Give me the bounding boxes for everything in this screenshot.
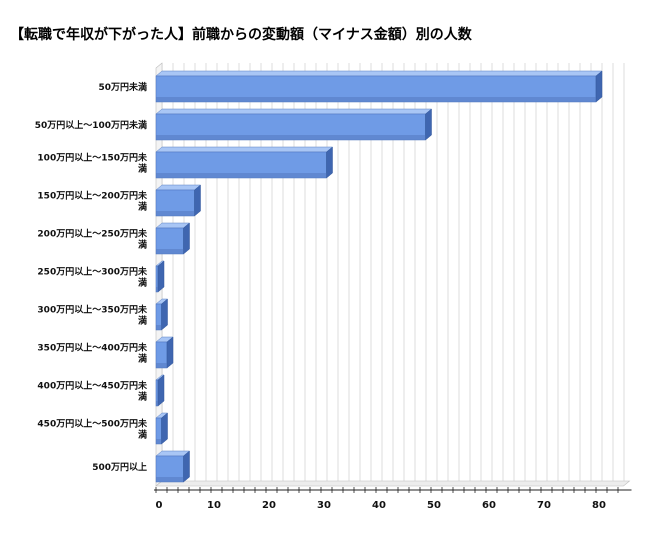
x-tick-label: 40 <box>372 500 386 511</box>
category-labels: 50万円未満 50万円以上～100万円未満 100万円以上～150万円未満 150万円… <box>35 81 148 473</box>
bar <box>155 222 191 255</box>
bar-shade <box>156 97 596 102</box>
category-label: 400万円以上～450万円未満 <box>37 380 148 403</box>
bar-side <box>157 260 165 293</box>
bars <box>155 70 603 483</box>
x-axis: 0 10 20 30 40 50 60 70 80 <box>154 487 632 511</box>
bar-side <box>166 336 174 369</box>
bar-shade <box>156 477 184 482</box>
category-label: 50万円以上～100万円未満 <box>35 119 147 131</box>
bar-shade <box>156 249 184 254</box>
category-label: 500万円以上 <box>92 461 147 473</box>
bar-shade <box>156 401 158 406</box>
bar-side <box>595 70 603 103</box>
bar-top <box>155 146 334 153</box>
bar-side <box>183 222 190 255</box>
x-tick-label: 10 <box>207 500 221 511</box>
bar-shade <box>156 325 162 330</box>
bar <box>155 450 191 483</box>
bar <box>155 298 169 331</box>
bar <box>155 108 433 141</box>
category-label: 350万円以上～400万円未満 <box>37 342 148 365</box>
category-label: 200万円以上～250万円未満 <box>37 228 148 251</box>
bar-shade <box>156 439 162 444</box>
bar-shade <box>156 287 158 292</box>
category-label: 100万円以上～150万円未満 <box>37 152 148 175</box>
x-tick-label: 80 <box>592 500 606 511</box>
bar-side <box>194 184 201 217</box>
category-label: 450万円以上～500万円未満 <box>37 418 148 441</box>
bar-top <box>155 108 433 115</box>
bar-side <box>157 374 165 407</box>
bar <box>155 336 174 369</box>
bar-top <box>155 70 603 77</box>
bar <box>155 374 165 407</box>
bar-side <box>183 450 190 483</box>
x-tick-label: 70 <box>537 500 551 511</box>
bar-side <box>161 298 168 331</box>
x-tick-label: 0 <box>156 500 163 511</box>
category-label: 50万円未満 <box>98 81 147 93</box>
category-label: 150万円以上～200万円未満 <box>37 190 148 213</box>
floor <box>155 480 631 487</box>
bar-top <box>155 184 202 191</box>
x-tick-label: 30 <box>317 500 331 511</box>
bar-shade <box>156 211 195 216</box>
x-tick-label: 50 <box>427 500 441 511</box>
x-tick-label: 20 <box>262 500 276 511</box>
bar-shade <box>156 363 167 368</box>
x-tick-label: 60 <box>482 500 496 511</box>
bar-shade <box>156 135 426 140</box>
bar <box>155 184 202 217</box>
bar <box>155 412 169 445</box>
bar <box>155 70 603 103</box>
bar-shade <box>156 173 327 178</box>
bar-side <box>326 146 333 179</box>
bar-side <box>161 412 168 445</box>
bar <box>155 260 165 293</box>
category-label: 300万円以上～350万円未満 <box>37 304 148 327</box>
category-label: 250万円以上～300万円未満 <box>37 266 148 289</box>
chart-title: 【転職で年収が下がった人】前職からの変動額（マイナス金額）別の人数 <box>10 27 472 43</box>
bar <box>155 146 334 179</box>
bar-side <box>425 108 432 141</box>
